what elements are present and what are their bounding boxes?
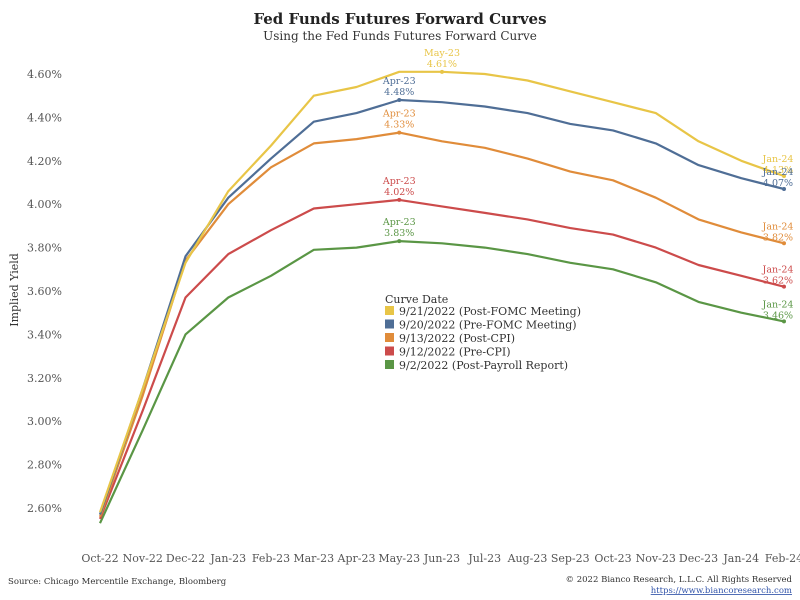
y-axis: 2.60% 2.80% 3.00% 3.20% 3.40% 3.60% 3.80% 4.00%…	[27, 68, 62, 515]
legend-swatch	[385, 306, 394, 315]
data-point	[782, 284, 786, 289]
annotation-label: May-23	[424, 48, 460, 59]
data-point	[782, 241, 786, 246]
x-tick-label: Jun-23	[423, 552, 460, 565]
x-tick-label: Dec-22	[166, 552, 205, 565]
y-tick-label: 4.00%	[27, 198, 62, 211]
annotation-value: 3.82%	[763, 232, 793, 243]
data-point	[782, 187, 786, 192]
annotation-label: Apr-23	[382, 217, 416, 228]
annotation-label: Apr-23	[382, 109, 416, 120]
y-tick-label: 2.60%	[27, 502, 62, 515]
series-line	[99, 240, 785, 524]
y-tick-label: 4.20%	[27, 155, 62, 168]
annotation-value: 3.83%	[384, 228, 414, 239]
legend-entry: 9/21/2022 (Post-FOMC Meeting)	[399, 305, 581, 318]
x-tick-label: Oct-22	[81, 552, 118, 565]
x-tick-label: Jul-23	[467, 552, 501, 565]
legend: Curve Date 9/21/2022 (Post-FOMC Meeting)…	[385, 293, 581, 372]
y-tick-label: 3.00%	[27, 415, 62, 428]
legend-entry: 9/13/2022 (Post-CPI)	[399, 332, 515, 345]
x-tick-label: Dec-23	[679, 552, 718, 565]
data-point	[397, 239, 402, 244]
x-tick-label: Jan-24	[722, 552, 759, 565]
x-tick-label: Sep-23	[551, 552, 590, 565]
legend-entry: 9/20/2022 (Pre-FOMC Meeting)	[399, 319, 577, 332]
y-tick-label: 4.40%	[27, 111, 62, 124]
annotation-value: 4.02%	[384, 187, 414, 198]
source-note: Source: Chicago Mercentile Exchange, Blo…	[8, 577, 227, 587]
data-point	[782, 173, 786, 178]
data-point	[397, 130, 402, 135]
y-tick-label: 4.60%	[27, 68, 62, 81]
series-line	[98, 198, 785, 520]
data-point	[782, 319, 786, 324]
series-line	[98, 98, 785, 515]
copyright-note: © 2022 Bianco Research, L.L.C. All Right…	[566, 575, 793, 585]
x-tick-label: Nov-23	[636, 552, 676, 565]
data-point	[397, 197, 402, 202]
y-tick-label: 3.80%	[27, 242, 62, 255]
annotation-label: Jan-24	[762, 221, 794, 232]
y-tick-label: 3.20%	[27, 372, 62, 385]
website-link[interactable]: https://www.biancoresearch.com	[651, 586, 792, 596]
annotation-label: Jan-24	[762, 265, 794, 276]
annotation-value: 3.62%	[763, 276, 793, 287]
annotation-label: Jan-24	[762, 154, 794, 165]
legend-swatch	[385, 333, 394, 342]
annotation-value: 4.61%	[427, 59, 457, 70]
data-point	[440, 69, 444, 74]
x-tick-label: May-23	[378, 552, 420, 565]
data-annotations: May-234.61%Jan-244.13%Apr-234.48%Jan-244…	[382, 48, 794, 324]
legend-entry: 9/12/2022 (Pre-CPI)	[399, 346, 511, 359]
annotation-label: Jan-24	[762, 299, 794, 310]
annotation-value: 4.07%	[763, 178, 793, 189]
x-tick-label: Feb-24	[765, 552, 800, 565]
legend-swatch	[385, 346, 394, 356]
series-line	[98, 131, 785, 518]
annotation-value: 4.33%	[384, 120, 414, 131]
annotation-value: 3.46%	[763, 310, 793, 321]
x-tick-label: Feb-23	[252, 552, 290, 565]
y-tick-label: 3.60%	[27, 285, 62, 298]
legend-swatch	[385, 319, 394, 329]
x-tick-label: Jan-23	[209, 552, 246, 565]
y-tick-label: 3.40%	[27, 328, 62, 341]
x-tick-label: Apr-23	[337, 552, 376, 565]
chart-title: Fed Funds Futures Forward Curves	[253, 10, 546, 28]
legend-title: Curve Date	[385, 293, 448, 306]
annotation-label: Apr-23	[382, 76, 416, 87]
x-axis: Oct-22 Nov-22 Dec-22 Jan-23 Feb-23 Mar-23 Apr-…	[81, 552, 800, 565]
legend-entry: 9/2/2022 (Post-Payroll Report)	[399, 359, 568, 372]
chart-subtitle: Using the Fed Funds Futures Forward Curv…	[263, 29, 537, 43]
x-tick-label: Oct-23	[594, 552, 631, 565]
x-tick-label: Aug-23	[507, 552, 548, 565]
data-point	[397, 98, 402, 103]
x-tick-label: Mar-23	[293, 552, 334, 565]
legend-swatch	[385, 360, 394, 369]
annotation-label: Apr-23	[382, 176, 416, 187]
y-tick-label: 2.80%	[27, 459, 62, 472]
y-axis-title: Implied Yield	[8, 253, 21, 327]
annotation-value: 4.13%	[763, 165, 793, 176]
annotation-value: 4.48%	[384, 87, 414, 98]
annotation-label: Jan-24	[762, 167, 794, 178]
x-tick-label: Nov-22	[123, 552, 163, 565]
